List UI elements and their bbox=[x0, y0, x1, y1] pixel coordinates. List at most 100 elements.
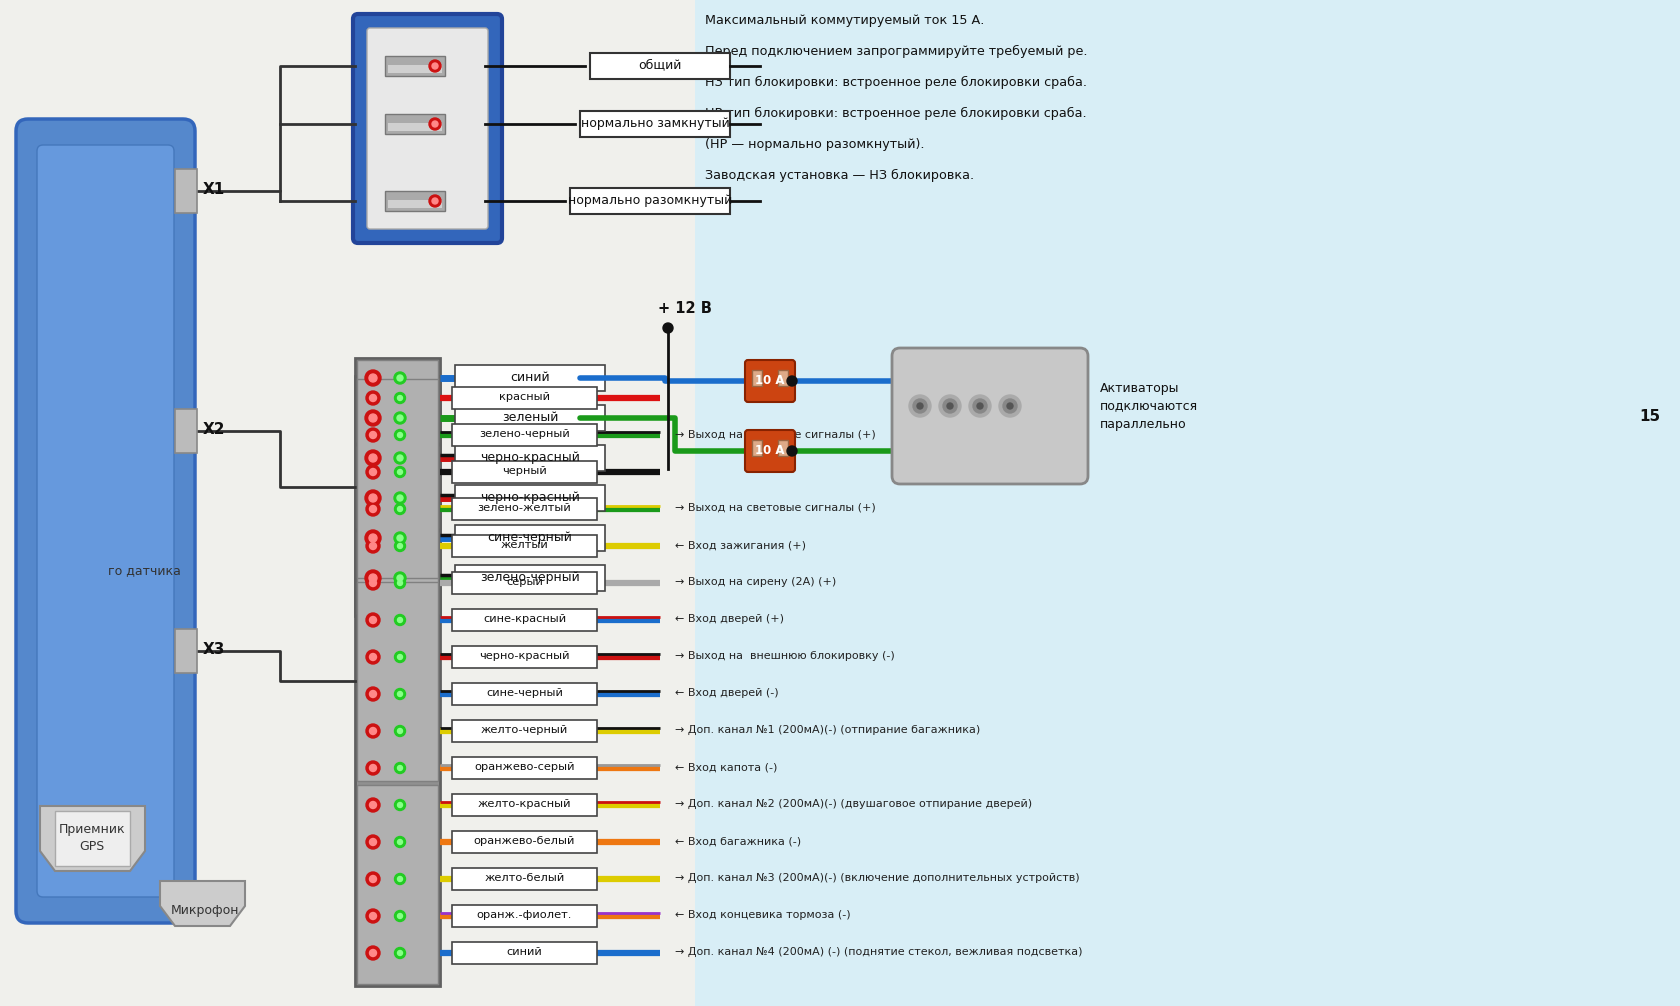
Bar bbox=[452, 646, 596, 668]
Text: синий: синий bbox=[506, 947, 543, 957]
FancyBboxPatch shape bbox=[353, 14, 502, 243]
Bar bbox=[354, 358, 440, 616]
Circle shape bbox=[366, 576, 380, 590]
Circle shape bbox=[393, 412, 407, 424]
Circle shape bbox=[428, 195, 440, 207]
Text: + 12 В: + 12 В bbox=[657, 301, 711, 316]
Circle shape bbox=[396, 543, 402, 548]
Text: X2: X2 bbox=[203, 422, 225, 437]
Text: → Выход на световые сигналы (+): → Выход на световые сигналы (+) bbox=[675, 503, 875, 513]
Bar bbox=[694, 196, 1680, 1006]
FancyBboxPatch shape bbox=[366, 28, 487, 229]
Bar bbox=[452, 905, 596, 927]
Circle shape bbox=[365, 530, 381, 546]
Text: желто-красный: желто-красный bbox=[477, 799, 571, 809]
Circle shape bbox=[432, 198, 438, 204]
Bar bbox=[751, 440, 761, 456]
Text: ← Вход багажника (-): ← Вход багажника (-) bbox=[675, 836, 801, 846]
Text: → Доп. канал №1 (200мА)(-) (отпирание багажника): → Доп. канал №1 (200мА)(-) (отпирание ба… bbox=[675, 725, 979, 735]
Text: → Доп. канал №2 (200мА)(-) (двушаговое отпирание дверей): → Доп. канал №2 (200мА)(-) (двушаговое о… bbox=[675, 799, 1032, 809]
Bar bbox=[385, 114, 445, 134]
Bar bbox=[455, 485, 605, 511]
Circle shape bbox=[370, 654, 376, 661]
Text: сине-черный: сине-черный bbox=[487, 530, 573, 543]
Circle shape bbox=[976, 403, 983, 409]
Circle shape bbox=[395, 652, 405, 663]
Bar bbox=[385, 191, 445, 211]
Circle shape bbox=[370, 727, 376, 734]
Bar bbox=[452, 424, 596, 446]
Circle shape bbox=[365, 570, 381, 586]
Text: черно-красный: черно-красный bbox=[480, 451, 580, 464]
FancyBboxPatch shape bbox=[37, 145, 175, 897]
Text: синий: синий bbox=[511, 370, 549, 383]
Circle shape bbox=[370, 534, 376, 542]
Circle shape bbox=[395, 688, 405, 699]
Circle shape bbox=[370, 912, 376, 919]
Text: X1: X1 bbox=[203, 181, 225, 196]
Circle shape bbox=[396, 535, 403, 541]
Circle shape bbox=[432, 63, 438, 69]
Circle shape bbox=[395, 467, 405, 478]
Bar bbox=[580, 111, 729, 137]
Text: красный: красный bbox=[499, 392, 549, 402]
Circle shape bbox=[366, 761, 380, 775]
Circle shape bbox=[396, 618, 402, 623]
Circle shape bbox=[365, 410, 381, 426]
Circle shape bbox=[432, 121, 438, 127]
Bar bbox=[778, 440, 788, 456]
Circle shape bbox=[366, 650, 380, 664]
Text: 15: 15 bbox=[1638, 408, 1660, 424]
Bar bbox=[694, 0, 1680, 196]
Text: зелено-черный: зелено-черный bbox=[479, 429, 570, 439]
Bar bbox=[455, 525, 605, 551]
Circle shape bbox=[366, 391, 380, 405]
Text: → Выход на сирену (2А) (+): → Выход на сирену (2А) (+) bbox=[675, 577, 835, 586]
Bar bbox=[388, 123, 442, 131]
Text: желтый: желтый bbox=[501, 540, 548, 550]
FancyBboxPatch shape bbox=[892, 348, 1087, 484]
Text: сине-черный: сине-черный bbox=[486, 688, 563, 698]
Circle shape bbox=[365, 370, 381, 386]
Bar bbox=[356, 379, 438, 578]
Circle shape bbox=[395, 873, 405, 884]
Circle shape bbox=[662, 323, 672, 333]
Circle shape bbox=[396, 839, 402, 844]
Circle shape bbox=[396, 495, 403, 501]
Circle shape bbox=[393, 572, 407, 584]
Circle shape bbox=[370, 505, 376, 512]
Circle shape bbox=[370, 802, 376, 809]
Circle shape bbox=[396, 575, 403, 581]
FancyBboxPatch shape bbox=[744, 360, 795, 402]
Bar bbox=[455, 365, 605, 391]
Circle shape bbox=[370, 579, 376, 586]
Circle shape bbox=[395, 392, 405, 403]
Bar bbox=[354, 376, 440, 986]
Bar bbox=[778, 370, 788, 386]
Bar bbox=[452, 794, 596, 816]
Circle shape bbox=[366, 428, 380, 442]
Text: черно-красный: черно-красный bbox=[480, 491, 580, 503]
Circle shape bbox=[396, 415, 403, 421]
Bar bbox=[356, 582, 438, 781]
Circle shape bbox=[396, 951, 402, 956]
Circle shape bbox=[917, 403, 922, 409]
Circle shape bbox=[946, 403, 953, 409]
Bar bbox=[452, 942, 596, 964]
Circle shape bbox=[393, 452, 407, 464]
Circle shape bbox=[396, 655, 402, 660]
Circle shape bbox=[396, 728, 402, 733]
Circle shape bbox=[786, 376, 796, 386]
Text: Заводская установка — НЗ блокировка.: Заводская установка — НЗ блокировка. bbox=[704, 169, 973, 182]
Text: 10 А: 10 А bbox=[754, 444, 785, 457]
Bar bbox=[452, 461, 596, 483]
Circle shape bbox=[395, 577, 405, 589]
Circle shape bbox=[370, 574, 376, 582]
Text: зелено-желтый: зелено-желтый bbox=[477, 503, 571, 513]
Bar bbox=[751, 370, 761, 386]
Bar bbox=[452, 609, 596, 631]
Circle shape bbox=[370, 494, 376, 502]
Circle shape bbox=[366, 946, 380, 960]
Text: ← Вход дверей (+): ← Вход дверей (+) bbox=[675, 614, 783, 624]
Circle shape bbox=[395, 503, 405, 514]
